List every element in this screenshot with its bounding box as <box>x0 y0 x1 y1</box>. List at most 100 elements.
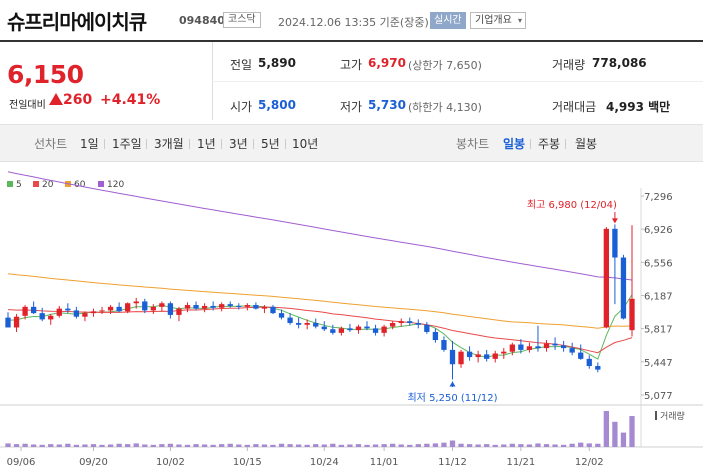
candle-body <box>287 317 293 323</box>
legend-ma20: 20 <box>33 180 53 190</box>
volume-bar <box>90 444 97 447</box>
candle-body <box>475 354 481 358</box>
volume-bar <box>501 444 507 447</box>
volume-bar <box>330 443 336 447</box>
prev-close-label: 전일 <box>230 58 253 72</box>
candle-body <box>330 329 336 333</box>
candle-body <box>184 305 191 309</box>
volume-bar <box>603 411 610 447</box>
candle-body <box>415 322 421 325</box>
volume-bar <box>227 443 233 447</box>
candle-body <box>484 354 490 359</box>
tab-separator <box>565 139 566 149</box>
y-tick-label: 5,447 <box>644 358 673 369</box>
stock-name[interactable]: 슈프리마에이치큐 <box>7 10 147 34</box>
realtime-button[interactable]: 실시간 <box>430 12 466 29</box>
tab-monthly[interactable]: 월봉 <box>575 137 598 151</box>
volume-bar <box>261 444 268 447</box>
candle-body <box>261 306 268 309</box>
tab-3m[interactable]: 3개월 <box>154 137 184 151</box>
volume-bar <box>424 443 430 447</box>
candle-body <box>424 324 430 332</box>
tab-daily[interactable]: 일봉 <box>503 137 526 151</box>
stock-code: 094840 <box>179 14 225 27</box>
volume-bar <box>236 444 242 447</box>
volume-bar <box>5 443 11 447</box>
volume-marker-icon <box>655 411 657 420</box>
low-annotation: 최저 5,250 (11/12) <box>407 392 497 404</box>
high-label: 고가 <box>340 58 363 72</box>
volume-axis-label: 거래량 <box>660 410 685 422</box>
candle-body <box>116 306 122 312</box>
volume-bar <box>244 444 250 447</box>
tab-10y[interactable]: 10년 <box>292 137 319 151</box>
volume-bar <box>355 444 362 447</box>
candle-body <box>432 331 439 341</box>
candle-body <box>193 305 199 309</box>
candle-body <box>99 310 105 312</box>
candle-body <box>227 304 233 306</box>
company-overview-button[interactable]: 기업개요 ▾ <box>470 12 526 29</box>
volume-bar <box>441 442 447 447</box>
line-chart-label: 선차트 <box>34 137 68 151</box>
candle-body <box>304 322 310 325</box>
candle-body <box>321 326 327 330</box>
candle-body <box>133 301 139 304</box>
tab-1d[interactable]: 1일 <box>80 137 99 151</box>
tab-3y[interactable]: 3년 <box>229 137 248 151</box>
ma120-line <box>7 171 633 281</box>
volume-bar <box>295 444 302 447</box>
volume-bar <box>167 443 174 447</box>
candle-body <box>82 313 88 317</box>
quote-divider <box>212 81 703 82</box>
volume-bar <box>629 416 635 447</box>
volume-bar <box>535 443 541 447</box>
volume-bar <box>219 444 225 447</box>
volume-bar <box>270 444 276 447</box>
candle-body <box>364 326 370 329</box>
amount-value: 4,993 백만 <box>606 100 671 114</box>
x-tick-label: 10/15 <box>233 457 262 468</box>
candle-body <box>560 345 567 349</box>
candle-body <box>603 228 610 328</box>
tab-separator <box>146 139 147 149</box>
volume-bar <box>372 444 379 447</box>
tab-1y[interactable]: 1년 <box>197 137 216 151</box>
candle-body <box>142 301 148 311</box>
volume-bar <box>509 443 515 447</box>
tab-separator <box>285 139 286 149</box>
volume-bar <box>526 444 533 447</box>
candle-body <box>56 308 62 316</box>
candle-body <box>244 305 250 307</box>
volume-bar <box>492 444 498 447</box>
tab-1w[interactable]: 1주일 <box>112 137 142 151</box>
ma20-line <box>7 306 633 354</box>
volume-bar <box>184 444 191 447</box>
candle-body <box>518 344 524 350</box>
tab-weekly[interactable]: 주봉 <box>538 137 561 151</box>
volume-bar <box>150 444 156 447</box>
open-value: 5,800 <box>258 98 296 112</box>
tab-5y[interactable]: 5년 <box>261 137 280 151</box>
candle-body <box>501 351 507 354</box>
volume-bar <box>82 444 88 447</box>
volume-bar <box>30 444 37 447</box>
y-tick-label: 6,187 <box>644 291 673 302</box>
volume-bar <box>620 432 627 447</box>
volume-bar <box>484 444 490 447</box>
candle-body <box>578 352 584 359</box>
candle-body <box>458 351 464 365</box>
volume-bar <box>398 444 404 447</box>
volume-bar <box>48 444 54 447</box>
prev-close-value: 5,890 <box>258 56 296 70</box>
change-value: 260 <box>63 92 93 108</box>
volume-bar <box>107 444 114 447</box>
x-tick-label: 10/24 <box>310 457 339 468</box>
volume-bar <box>381 444 387 447</box>
volume-bar <box>176 444 182 447</box>
candle-body <box>449 349 456 365</box>
candle-body <box>381 326 387 333</box>
candle-body <box>30 306 37 314</box>
volume-bar <box>432 443 439 447</box>
